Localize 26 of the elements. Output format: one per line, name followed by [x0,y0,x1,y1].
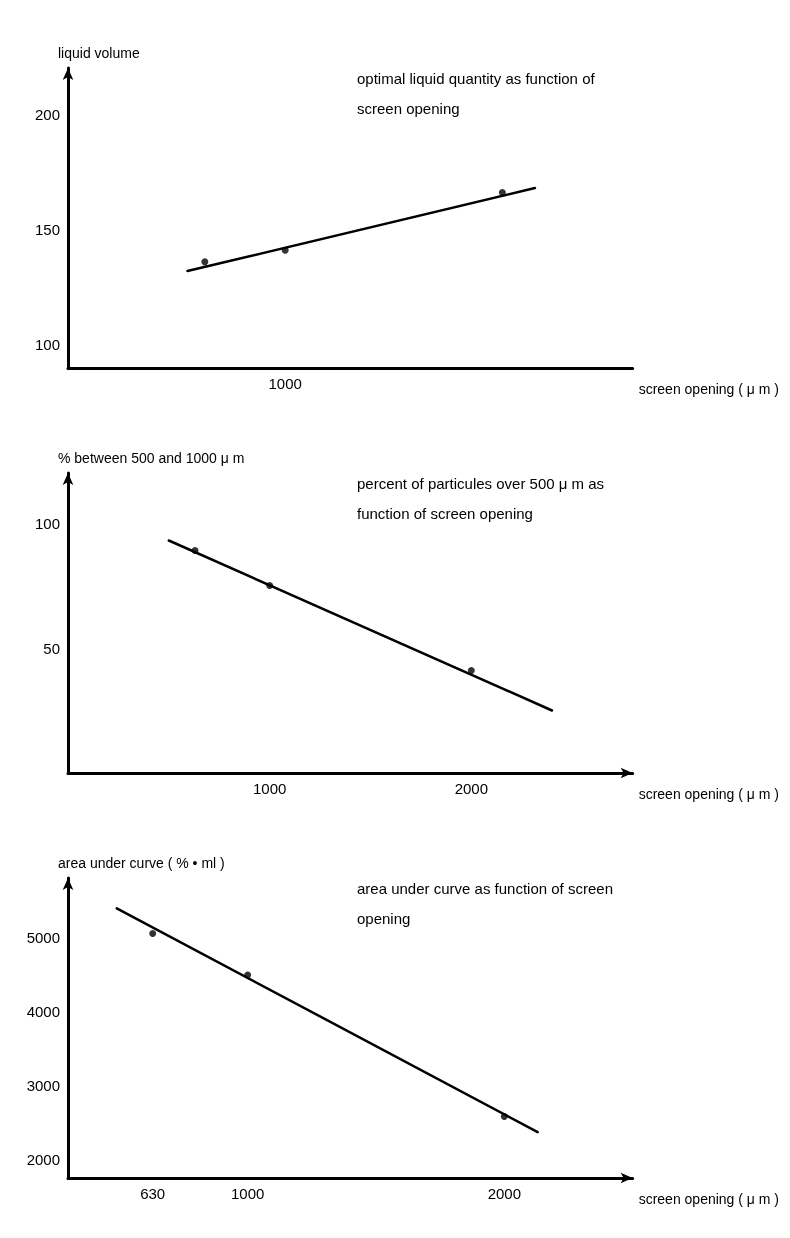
x-axis-title: screen opening ( μ m ) [638,381,780,397]
point [149,930,157,938]
text: optimal liquid quantity as function of screen opening [357,69,599,117]
x-tick-label: 1000 [268,375,302,392]
y-axis-title: area under curve ( % • ml ) [58,855,225,871]
y-tick-label: 200 [34,105,60,123]
y-tick-label: 50 [43,639,60,657]
x-tick-label: 2000 [487,1185,522,1202]
text: percent of particules over 500 μ m as function of screen opening [357,474,609,522]
x-tick-label: 630 [140,1185,166,1202]
x-axis-title: screen opening ( μ m ) [638,786,780,802]
point [201,258,209,266]
y-tick-label: 100 [34,336,60,354]
y-tick-label: 3000 [26,1076,60,1094]
y-tick-label: 2000 [26,1150,60,1168]
x-axis-title: screen opening ( μ m ) [638,1191,780,1207]
x-tick-label: 1000 [252,780,287,797]
y-tick-label: 5000 [26,928,60,946]
y-tick-label: 150 [34,221,60,239]
point [467,667,475,674]
text: area under curve as function of screen opening [357,879,618,927]
y-axis-title: liquid volume [58,45,140,61]
y-tick-label: 4000 [26,1002,60,1020]
y-tick-label: 100 [34,514,60,532]
y-axis-title: % between 500 and 1000 μ m [58,450,245,466]
x-tick-label: 1000 [230,1185,265,1202]
